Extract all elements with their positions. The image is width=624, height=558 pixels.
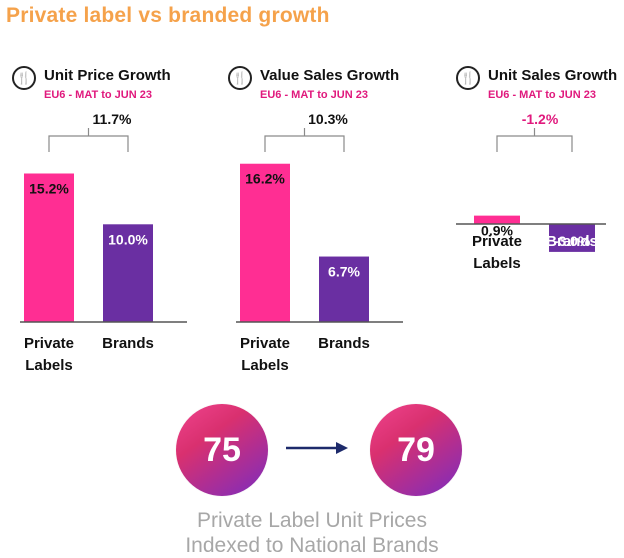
index-caption-line1: Private Label Unit Prices [197, 509, 427, 532]
unit-price-chart: 11.7% 15.2% Private Labels 10.0% Brands [20, 111, 187, 374]
chart-subtitle: EU6 - MAT to JUN 23 [488, 89, 596, 101]
bar-private-labels [24, 173, 74, 322]
chart-subtitle: EU6 - MAT to JUN 23 [44, 89, 152, 101]
bar-brands [319, 256, 369, 322]
category-label: Brands [546, 233, 598, 250]
cutlery-icon: 🍴 [456, 66, 480, 90]
bar-brands [549, 224, 595, 252]
chart-subtitle: EU6 - MAT to JUN 23 [260, 89, 368, 101]
category-label: Private [24, 335, 74, 352]
data-label: 16.2% [245, 171, 285, 187]
chart-title: Unit Sales Growth [488, 67, 618, 84]
category-label: Labels [241, 357, 289, 374]
category-label: Labels [473, 255, 521, 272]
index-from-circle: 75 [176, 404, 268, 496]
gap-bracket [264, 128, 345, 152]
data-label: 10.0% [108, 231, 148, 247]
category-label: Private [472, 233, 522, 250]
data-label: 0.9% [481, 223, 513, 239]
bar-private-labels [240, 163, 290, 322]
bar-brands [103, 224, 153, 322]
index-caption-line2: Indexed to National Brands [185, 534, 439, 557]
bar-private-labels [474, 215, 520, 224]
index-to-circle: 79 [370, 404, 462, 496]
chart-title: Unit Price Growth [44, 67, 171, 84]
arrow-right-icon [286, 442, 348, 454]
value-sales-chart: 10.3% 16.2% Private Labels 6.7% Brands [236, 111, 403, 374]
unit-sales-chart: -1.2% 0.9%Private Labels -3.0%Brands [456, 111, 606, 272]
cutlery-icon: 🍴 [228, 66, 252, 90]
gap-bracket [496, 128, 573, 152]
chart-title: Value Sales Growth [260, 67, 400, 84]
gap-label: 10.3% [308, 111, 348, 127]
data-label: -3.0% [554, 233, 591, 249]
gap-bracket [48, 128, 129, 152]
unit-sales-panel: 🍴 Unit Sales Growth EU6 - MAT to JUN 23 … [456, 62, 624, 392]
category-label: Brands [102, 335, 154, 352]
category-label: Brands [318, 335, 370, 352]
category-label: Labels [25, 357, 73, 374]
category-label: Private [240, 335, 290, 352]
gap-label: 11.7% [93, 111, 132, 127]
cutlery-icon: 🍴 [12, 66, 36, 90]
unit-price-panel: 🍴 Unit Price Growth EU6 - MAT to JUN 23 … [12, 62, 212, 392]
data-label: 6.7% [328, 264, 360, 280]
gap-label: -1.2% [522, 111, 559, 127]
value-sales-panel: 🍴 Value Sales Growth EU6 - MAT to JUN 23… [228, 62, 428, 392]
page-title: Private label vs branded growth [6, 4, 330, 27]
data-label: 15.2% [29, 180, 69, 196]
